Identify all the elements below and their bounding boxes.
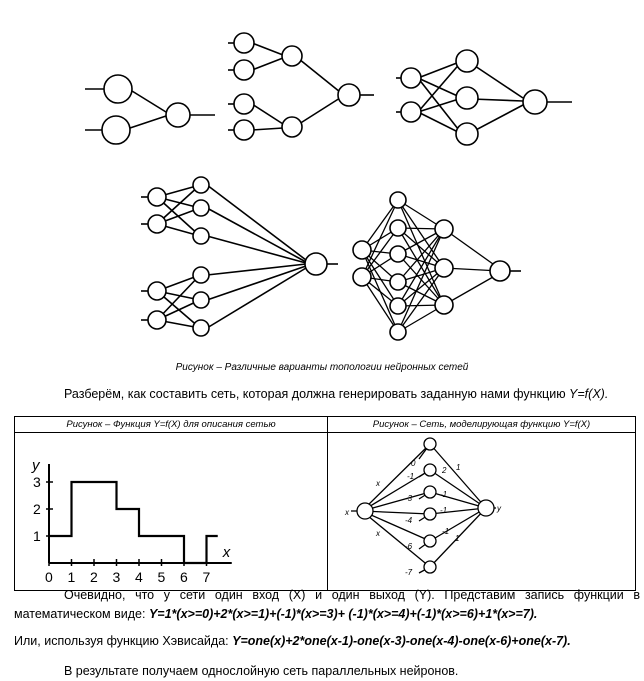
net-topology-2 (228, 32, 374, 141)
para3-formula: Y=one(x)+2*one(x-1)-one(x-3)-one(x-4)-on… (232, 634, 571, 648)
net-bias-3: -3 (405, 494, 413, 503)
net-w-4: -1 (442, 527, 449, 536)
net-weight-x-top: x (375, 479, 381, 488)
net-bias-7: -7 (405, 568, 413, 577)
net-w-5: 1 (455, 534, 459, 543)
para4: В результате получаем однослойную сеть п… (64, 664, 459, 678)
net-topology-4 (141, 176, 338, 337)
net-w-0: 1 (456, 463, 460, 472)
x-tick-label: 0 (45, 569, 53, 585)
para3: Или, используя функцию Хэвисайда: Y=one(… (14, 632, 640, 651)
para1-func: Y=f(X). (569, 387, 609, 401)
left-figure-cell: Рисунок – Функция Y=f(X) для описания се… (14, 416, 328, 591)
net-topology-3 (396, 49, 572, 146)
net-input-label: x (344, 508, 350, 517)
y-tick-label: 2 (33, 501, 41, 517)
net-bias-0: 0 (411, 459, 416, 468)
para2-formula: Y=1*(x>=0)+2*(x>=1)+(-1)*(x>=3)+ (-1)*(x… (148, 607, 538, 621)
para3-text: Или, используя функцию Хэвисайда: (14, 634, 233, 648)
network-topologies-figure (85, 32, 572, 341)
para2-text: Очевидно, что у сети один вход (X) и оди… (14, 588, 640, 621)
x-tick-label: 4 (135, 569, 143, 585)
x-tick-label: 2 (90, 569, 98, 585)
step-network-diagram: x y x x 0 -1 -3 -4 -6 -7 2 1 -1 -1 -1 1 (344, 437, 502, 577)
figure1-caption: Рисунок – Различные варианты топологии н… (175, 362, 469, 373)
right-figure-cell: Рисунок – Сеть, моделирующая функцию Y=f… (327, 416, 636, 591)
net-bias-4: -4 (405, 516, 413, 525)
para1-text: Разберём, как составить сеть, которая до… (64, 387, 570, 401)
x-tick-label: 1 (68, 569, 76, 585)
net-topology-1 (85, 74, 215, 145)
net-w-1: 2 (441, 466, 447, 475)
net-bias-6: -6 (405, 542, 413, 551)
x-tick-label: 7 (203, 569, 211, 585)
x-tick-label: 5 (158, 569, 166, 585)
x-tick-label: 6 (180, 569, 188, 585)
net-weight-x-bottom: x (375, 529, 381, 538)
y-tick-label: 1 (33, 528, 41, 544)
step-function-line (49, 480, 218, 565)
para1: Разберём, как составить сеть, которая до… (64, 385, 640, 404)
net-bias-1: -1 (407, 472, 414, 481)
left-figure-caption: Рисунок – Функция Y=f(X) для описания се… (15, 417, 327, 433)
para2: Очевидно, что у сети один вход (X) и оди… (14, 586, 640, 624)
net-output-label: y (496, 504, 502, 513)
net-w-2: -1 (440, 490, 447, 499)
x-tick-label: 3 (113, 569, 121, 585)
right-figure-caption: Рисунок – Сеть, моделирующая функцию Y=f… (328, 417, 635, 433)
x-axis-label: x (222, 544, 231, 561)
net-w-3: -1 (440, 506, 447, 515)
figure-table: Рисунок – Функция Y=f(X) для описания се… (14, 416, 636, 591)
net-topology-5 (352, 191, 521, 341)
y-tick-label: 3 (33, 474, 41, 490)
y-axis-label: y (31, 457, 41, 474)
